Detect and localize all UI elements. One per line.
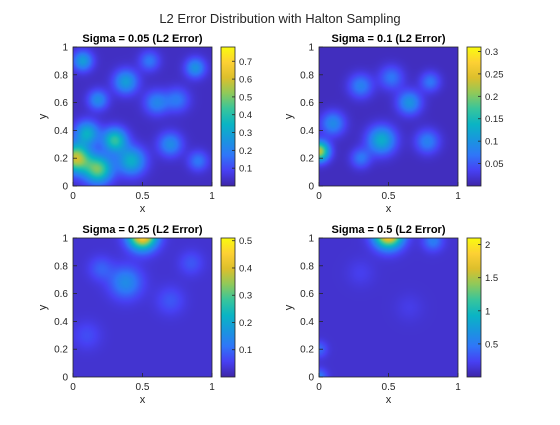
colorbar	[220, 46, 236, 187]
y-tick-label: 0.8	[300, 70, 314, 81]
colorbar-tick-label: 0.5	[239, 92, 252, 103]
colorbar-tick-label: 1	[485, 306, 490, 317]
y-axis-label: y	[283, 113, 295, 119]
colorbar-tick-label: 0.25	[485, 69, 504, 80]
y-axis-label: y	[37, 113, 49, 119]
x-tick-label: 0	[316, 191, 322, 202]
colorbar-tick-label: 0.1	[239, 164, 252, 175]
x-axis-label: x	[386, 394, 392, 406]
y-tick-label: 0.6	[54, 98, 68, 109]
y-tick-label: 0.2	[300, 154, 314, 165]
x-tick-label: 0.5	[136, 191, 150, 202]
x-tick-label: 1	[455, 382, 461, 393]
heatmap-image	[73, 47, 212, 186]
heatmap-panel: 0 0.5 1 0 0.2 0.4 0.6 0.8 1 x y Sigma = 0.25 (L2 Er…	[37, 224, 252, 406]
colorbar-tick-label: 0.4	[239, 110, 252, 121]
y-tick-label: 0.8	[54, 261, 68, 272]
y-tick-label: 1	[308, 43, 314, 54]
colorbar-tick-label: 0.1	[485, 137, 498, 148]
y-tick-label: 1	[62, 234, 68, 245]
y-axis-label: y	[37, 304, 49, 310]
x-axis-label: x	[386, 203, 392, 215]
x-tick-label: 1	[455, 191, 461, 202]
y-tick-label: 0.4	[54, 126, 68, 137]
y-tick-label: 1	[62, 43, 68, 54]
colorbar-tick-label: 0.05	[485, 159, 504, 170]
colorbar-tick-label: 2	[485, 240, 490, 251]
panel-title: Sigma = 0.05 (L2 Error)	[82, 33, 202, 45]
y-tick-label: 0.8	[300, 261, 314, 272]
heatmap-panel: 0 0.5 1 0 0.2 0.4 0.6 0.8 1 x y Sigma = 0.5 (L2 Err…	[283, 224, 498, 406]
y-tick-label: 0.2	[54, 154, 68, 165]
x-tick-label: 0.5	[136, 382, 150, 393]
colorbar-tick-label: 0.2	[239, 146, 252, 157]
panels: 0 0.5 1 0 0.2 0.4 0.6 0.8 1 x y Sigma = 0.05 (L2 Er…	[37, 33, 504, 406]
colorbar-tick-label: 0.5	[485, 339, 498, 350]
colorbar-tick-label: 1.5	[485, 273, 498, 284]
colorbar-tick-label: 0.2	[239, 318, 252, 329]
colorbar-tick-label: 0.3	[239, 291, 252, 302]
panel-title: Sigma = 0.1 (L2 Error)	[331, 33, 445, 45]
y-tick-label: 0	[308, 182, 314, 193]
colorbar	[466, 237, 482, 378]
panel-title: Sigma = 0.25 (L2 Error)	[82, 224, 202, 236]
heatmap-image	[319, 238, 458, 377]
colorbar	[466, 46, 482, 187]
y-tick-label: 1	[308, 234, 314, 245]
panel-title: Sigma = 0.5 (L2 Error)	[331, 224, 445, 236]
colorbar-tick-label: 0.7	[239, 57, 252, 68]
y-tick-label: 0.6	[300, 289, 314, 300]
y-tick-label: 0.4	[54, 317, 68, 328]
colorbar-tick-label: 0.3	[239, 128, 252, 139]
heatmap-image	[319, 47, 458, 186]
colorbar	[220, 237, 236, 378]
y-tick-label: 0	[62, 373, 68, 384]
x-tick-label: 0.5	[382, 382, 396, 393]
figure-title: L2 Error Distribution with Halton Sampli…	[159, 11, 400, 26]
x-tick-label: 1	[209, 382, 215, 393]
colorbar-tick-label: 0.1	[239, 345, 252, 356]
heatmap-panel: 0 0.5 1 0 0.2 0.4 0.6 0.8 1 x y Sigma = 0.1 (L2 Err…	[283, 33, 504, 215]
colorbar-tick-label: 0.4	[239, 263, 252, 274]
x-tick-label: 0	[316, 382, 322, 393]
y-tick-label: 0	[308, 373, 314, 384]
x-tick-label: 0	[70, 191, 76, 202]
y-tick-label: 0.8	[54, 70, 68, 81]
y-tick-label: 0.2	[300, 345, 314, 356]
y-tick-label: 0.4	[300, 126, 314, 137]
colorbar-tick-label: 0.3	[485, 47, 498, 58]
x-axis-label: x	[140, 203, 146, 215]
y-tick-label: 0.2	[54, 345, 68, 356]
heatmap-panel: 0 0.5 1 0 0.2 0.4 0.6 0.8 1 x y Sigma = 0.05 (L2 Er…	[37, 33, 252, 215]
y-tick-label: 0.6	[300, 98, 314, 109]
colorbar-tick-label: 0.2	[485, 92, 498, 103]
colorbar-tick-label: 0.15	[485, 114, 504, 125]
x-tick-label: 1	[209, 191, 215, 202]
x-tick-label: 0	[70, 382, 76, 393]
y-axis-label: y	[283, 304, 295, 310]
colorbar-tick-label: 0.6	[239, 75, 252, 86]
y-tick-label: 0.4	[300, 317, 314, 328]
colorbar-tick-label: 0.5	[239, 236, 252, 247]
x-axis-label: x	[140, 394, 146, 406]
heatmap-image	[73, 238, 212, 377]
y-tick-label: 0.6	[54, 289, 68, 300]
y-tick-label: 0	[62, 182, 68, 193]
x-tick-label: 0.5	[382, 191, 396, 202]
